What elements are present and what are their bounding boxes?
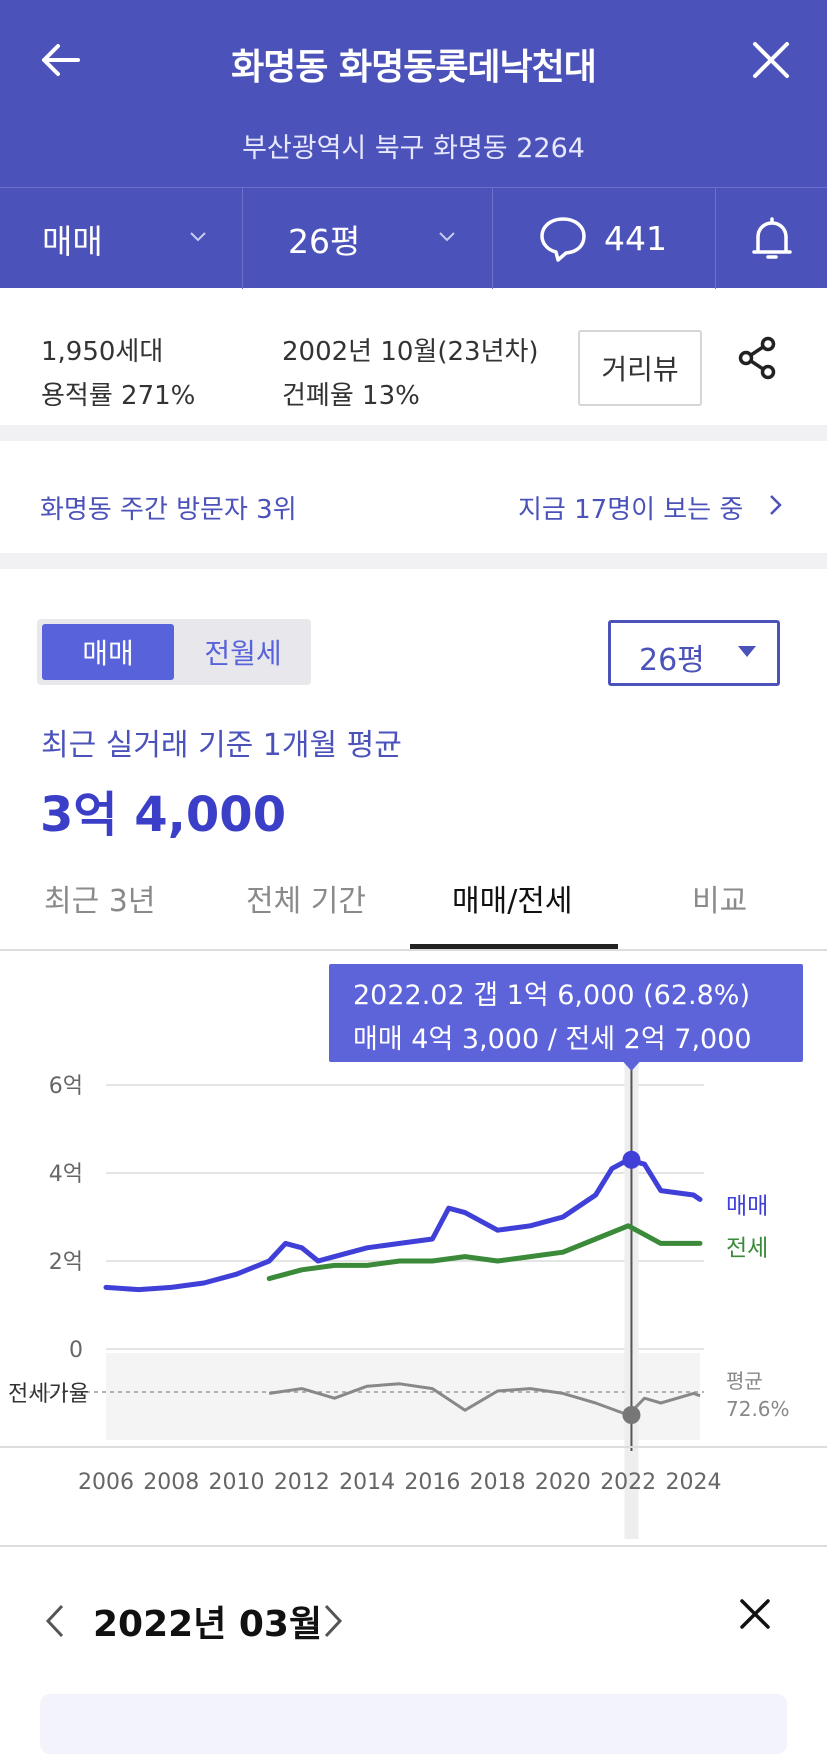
built-year: 2002년 10월(23년차): [282, 337, 539, 367]
avg-price-label: 최근 실거래 기준 1개월 평균: [41, 728, 402, 763]
x-tick-label: 2016: [404, 1470, 460, 1495]
x-tick-label: 2024: [665, 1470, 721, 1495]
ratio-label: 전세가율: [8, 1382, 89, 1407]
filter-bar: 매매 26평 441: [0, 187, 827, 289]
comments-button[interactable]: 441: [493, 188, 716, 289]
x-tick-label: 2022: [600, 1470, 656, 1495]
size-select-value: 26평: [639, 643, 705, 678]
avg-price-value: 3억 4,000: [40, 787, 287, 843]
series-label-sale: 매매: [726, 1193, 768, 1219]
comment-count: 441: [604, 219, 667, 258]
info-left: 1,950세대 용적률 271%: [41, 330, 195, 418]
x-tick-label: 2010: [209, 1470, 265, 1495]
series-line-jeonse: [266, 1223, 703, 1282]
month-label: 2022년 03월: [93, 1604, 323, 1645]
month-detail-card: [40, 1694, 787, 1754]
x-tick-label: 2012: [274, 1470, 330, 1495]
app-header: 화명동 화명동롯데낙천대 부산광역시 북구 화명동 2264 매매 26평 44…: [0, 0, 827, 289]
month-panel: 2022년 03월: [0, 1545, 827, 1754]
series-label-jeonse: 전세: [726, 1235, 768, 1261]
chevron-left-icon[interactable]: [44, 1603, 66, 1639]
trade-type-label: 매매: [42, 221, 103, 261]
close-icon[interactable]: [740, 1599, 770, 1629]
x-tick-label: 2008: [143, 1470, 199, 1495]
y-tick-label: 4억: [49, 1162, 83, 1187]
chevron-right-icon[interactable]: [322, 1603, 344, 1639]
toggle-sale[interactable]: 매매: [42, 624, 174, 680]
complex-info: 1,950세대 용적률 271% 2002년 10월(23년차) 건폐율 13%…: [0, 288, 827, 441]
tab-sale-jeonse[interactable]: 매매/전세: [452, 884, 573, 919]
page-title: 화명동 화명동롯데낙천대: [231, 47, 597, 88]
visitor-rank: 화명동 주간 방문자 3위: [40, 495, 297, 525]
ratio-average-label: 평균: [726, 1369, 763, 1393]
watching-now: 지금 17명이 보는 중: [518, 495, 744, 525]
chevron-down-icon: [190, 232, 206, 242]
highlight-point-sale: [622, 1150, 641, 1169]
caret-down-icon: [738, 646, 756, 657]
tab-recent-3y[interactable]: 최근 3년: [44, 884, 156, 919]
speech-bubble-icon: [540, 216, 586, 262]
tooltip-line-1: 2022.02 갭 1억 6,000 (62.8%): [353, 980, 750, 1011]
period-tabs: 최근 3년 전체 기간 매매/전세 비교: [0, 856, 827, 951]
tooltip-pointer: [623, 1062, 640, 1071]
tab-all-period[interactable]: 전체 기간: [246, 884, 366, 919]
chart-tooltip: 2022.02 갭 1억 6,000 (62.8%) 매매 4억 3,000 /…: [329, 964, 803, 1062]
top-bar: 화명동 화명동롯데낙천대: [0, 0, 827, 125]
visitor-banner[interactable]: 화명동 주간 방문자 3위 지금 17명이 보는 중: [0, 441, 827, 569]
y-tick-label: 0: [69, 1338, 83, 1363]
address-text: 부산광역시 북구 화명동 2264: [242, 133, 585, 164]
trade-type-dropdown[interactable]: 매매: [0, 188, 243, 289]
trade-toggle: 매매 전월세: [37, 619, 311, 685]
highlight-point-ratio: [622, 1406, 641, 1425]
size-select[interactable]: 26평: [608, 620, 780, 686]
y-tick-label: 2억: [49, 1250, 83, 1275]
chevron-right-icon: [770, 495, 782, 515]
size-label: 26평: [288, 221, 361, 261]
coverage-ratio: 건폐율 13%: [282, 381, 420, 411]
x-tick-label: 2006: [78, 1470, 134, 1495]
floor-area-ratio: 용적률 271%: [41, 381, 196, 411]
x-tick-label: 2020: [535, 1470, 591, 1495]
share-icon[interactable]: [737, 336, 777, 380]
x-tick-label: 2018: [470, 1470, 526, 1495]
tab-compare[interactable]: 비교: [692, 884, 748, 919]
distance-view-button[interactable]: 거리뷰: [578, 330, 702, 406]
y-tick-label: 6억: [49, 1074, 83, 1099]
close-icon[interactable]: [749, 38, 793, 82]
back-arrow-icon[interactable]: [36, 36, 84, 84]
ratio-average-value: 72.6%: [726, 1397, 790, 1421]
tooltip-line-2: 매매 4억 3,000 / 전세 2억 7,000: [353, 1024, 752, 1055]
size-dropdown[interactable]: 26평: [243, 188, 493, 289]
series-line-sale: [103, 1157, 703, 1293]
x-tick-label: 2014: [339, 1470, 395, 1495]
ratio-band: [106, 1353, 700, 1440]
households: 1,950세대: [41, 337, 164, 367]
notification-button[interactable]: [716, 188, 827, 289]
info-right: 2002년 10월(23년차) 건폐율 13%: [282, 330, 539, 418]
active-tab-indicator: [410, 944, 618, 949]
toggle-rent[interactable]: 전월세: [204, 637, 282, 670]
ratio-line: [268, 1382, 701, 1417]
bell-icon: [751, 216, 792, 259]
chevron-down-icon: [439, 232, 455, 242]
